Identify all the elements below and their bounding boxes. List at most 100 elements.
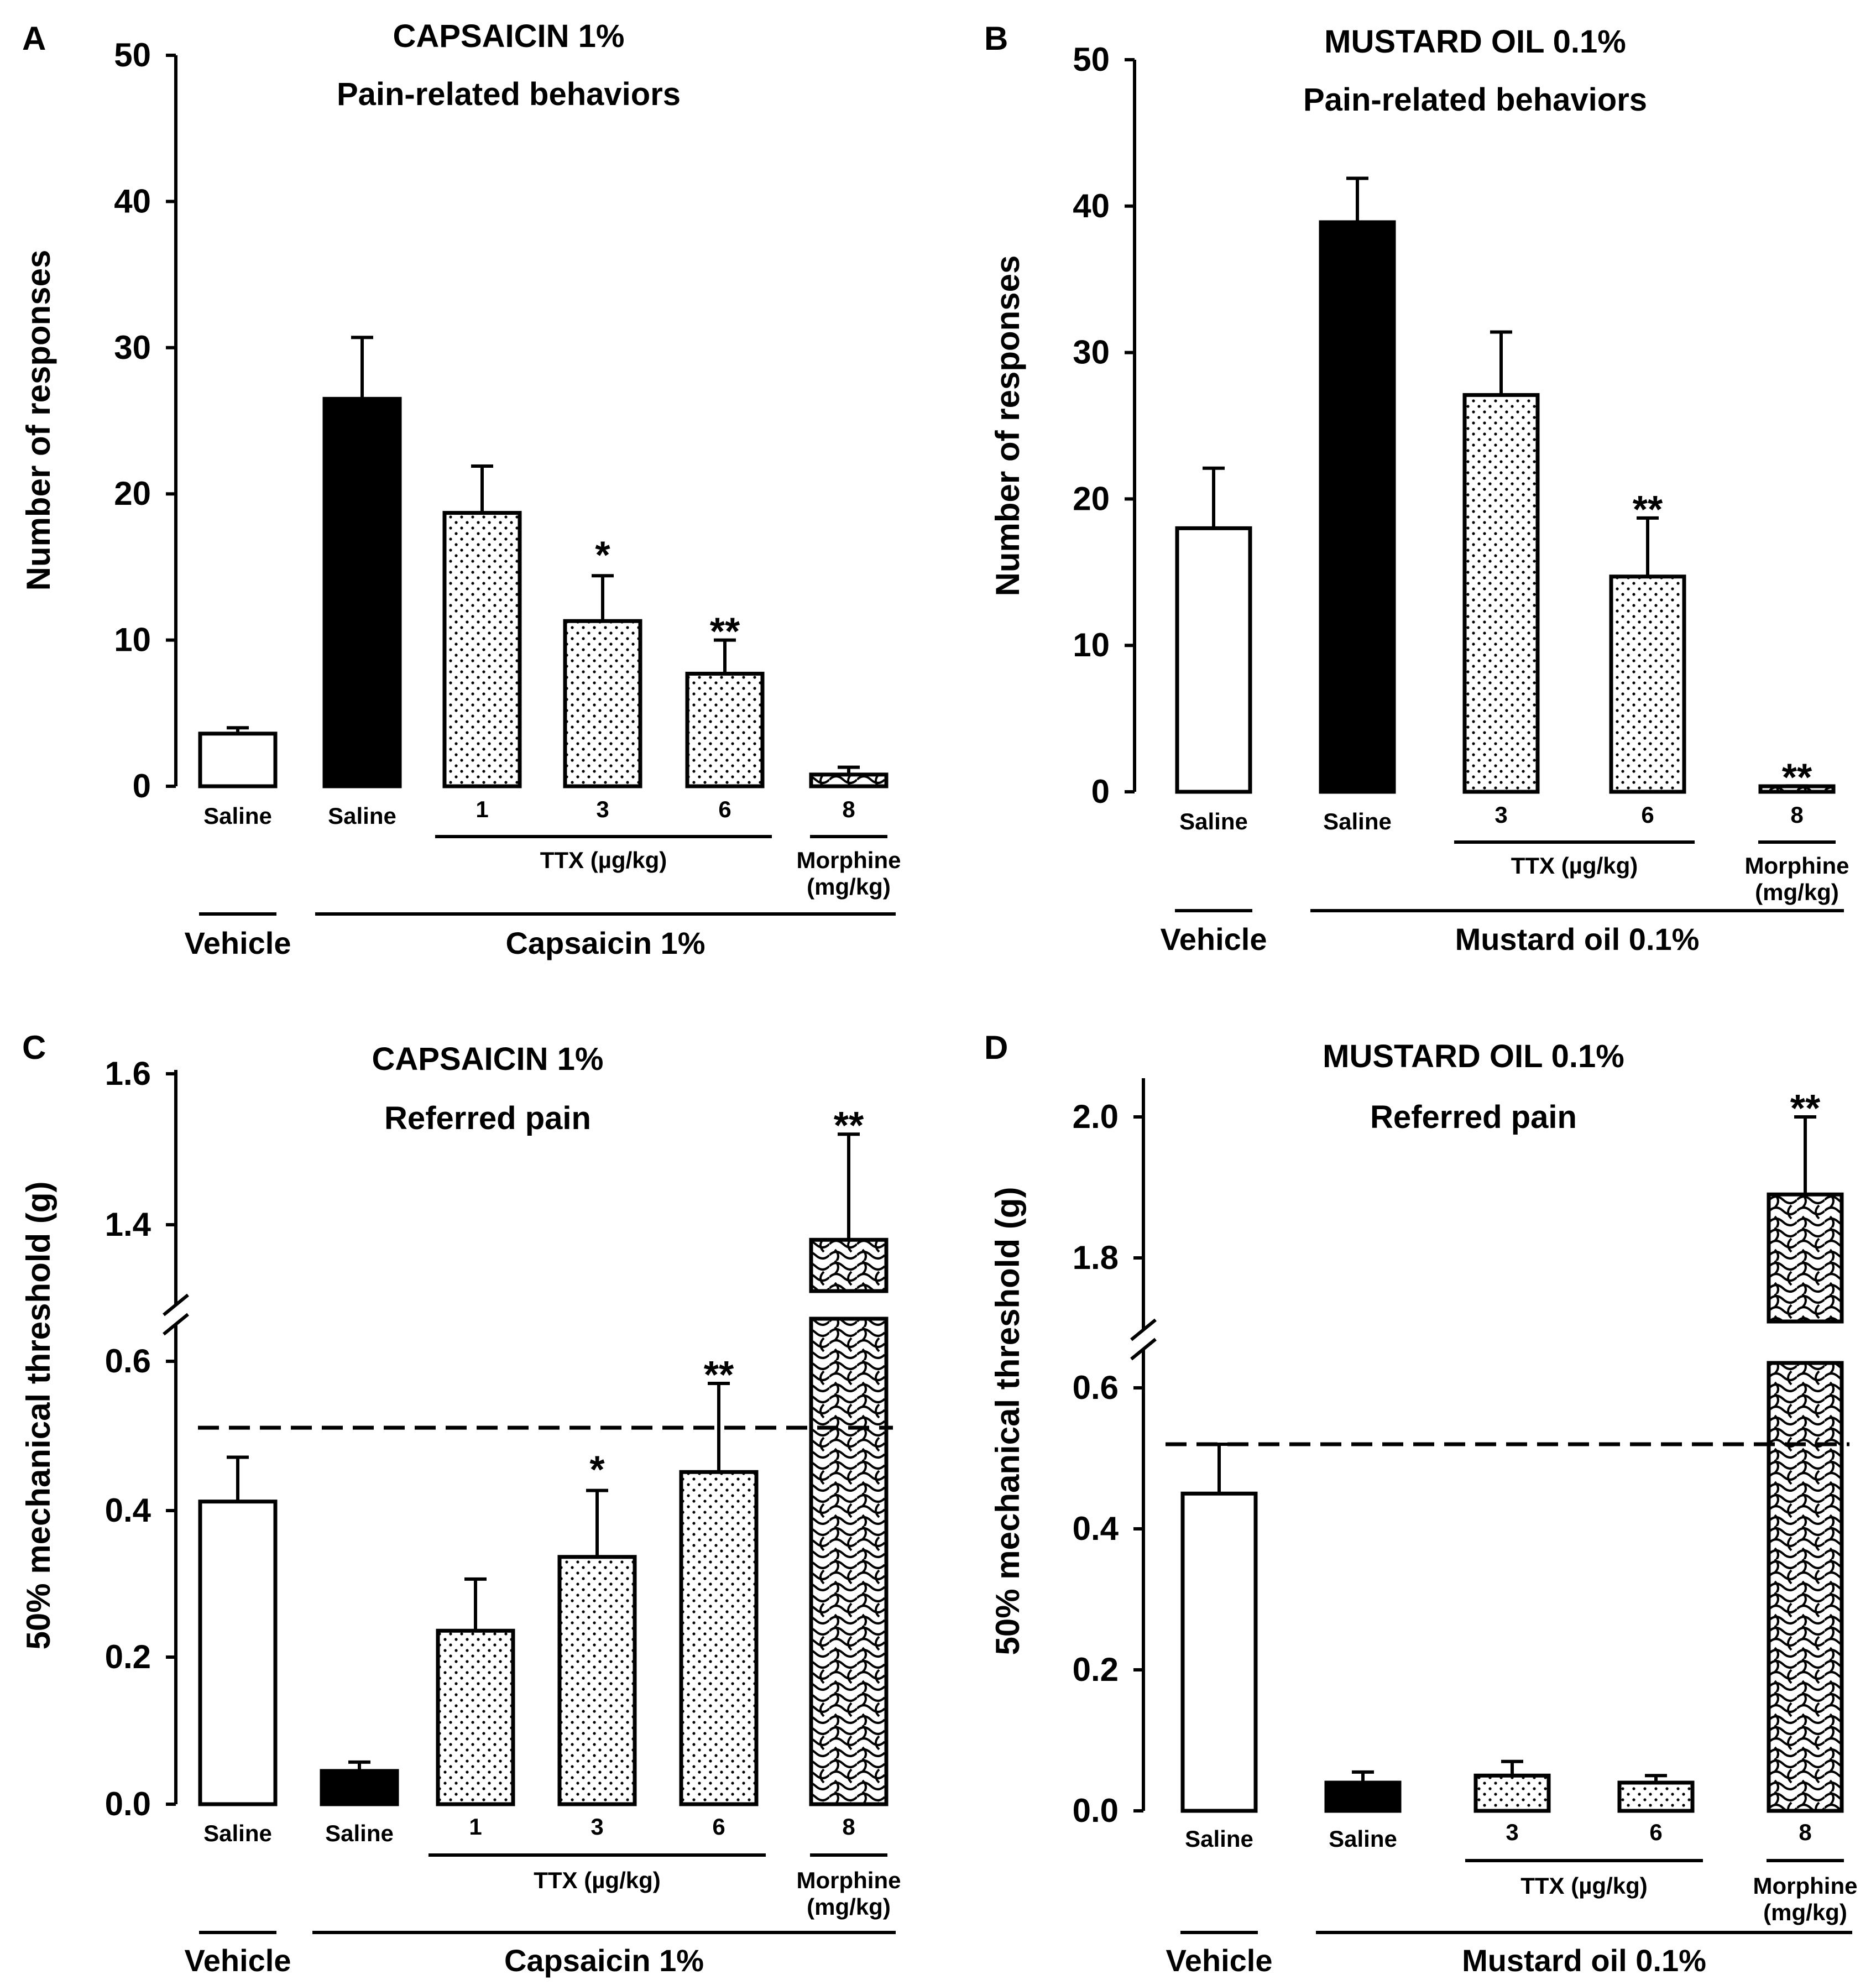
- axis-break-mark: [1130, 1318, 1157, 1341]
- y-axis-label: 50% mechanical threshold (g): [989, 1187, 1026, 1655]
- category-label: 6: [712, 1814, 725, 1840]
- bar: [563, 619, 642, 788]
- group-label: (mg/kg): [1763, 1899, 1847, 1925]
- y-tick-label: 10: [1073, 626, 1110, 664]
- category-label: Saline: [1179, 808, 1248, 834]
- y-tick-label: 20: [114, 475, 151, 512]
- bar: [1609, 574, 1686, 794]
- y-tick-label: 40: [1073, 187, 1110, 224]
- significance-label: *: [595, 533, 610, 576]
- bar: [322, 396, 402, 788]
- group-label: Morphine: [797, 847, 901, 873]
- axis-break-mark: [1130, 1338, 1157, 1361]
- bar: [1324, 1780, 1402, 1813]
- y-axis-label: 50% mechanical threshold (g): [20, 1182, 57, 1650]
- significance-label: **: [1790, 1086, 1821, 1130]
- group-label: (mg/kg): [807, 874, 891, 900]
- y-tick-label: 0.0: [105, 1785, 151, 1822]
- category-label: Saline: [203, 803, 272, 829]
- y-tick-label: 0: [1091, 773, 1110, 810]
- bar: [198, 732, 278, 788]
- y-tick-label: 50: [1073, 41, 1110, 78]
- axis-break-mark: [163, 1313, 189, 1336]
- chart-title: CAPSAICIN 1%: [372, 1041, 604, 1077]
- group-label: TTX (µg/kg): [534, 1867, 661, 1893]
- category-label: 6: [1649, 1819, 1662, 1845]
- bar: [809, 1317, 889, 1806]
- category-label: 6: [718, 796, 731, 822]
- category-label: 8: [842, 1814, 855, 1840]
- chart-subtitle: Referred pain: [1370, 1099, 1577, 1135]
- y-axis-label: Number of responses: [989, 255, 1026, 597]
- chart-subtitle: Pain-related behaviors: [1303, 82, 1647, 118]
- group-label: TTX (µg/kg): [1511, 853, 1638, 879]
- bar: [809, 772, 889, 788]
- significance-label: **: [1633, 488, 1663, 531]
- y-tick-label: 0.6: [1073, 1369, 1119, 1406]
- bar: [1180, 1491, 1258, 1813]
- group-label: Morphine: [1753, 1873, 1858, 1899]
- category-label: Saline: [325, 1820, 394, 1846]
- chart-panel-a: A CAPSAICIN 1% Pain-related behaviors Numbe…: [20, 18, 901, 960]
- y-tick-label: 0.2: [105, 1638, 151, 1675]
- y-tick-label: 40: [114, 182, 151, 220]
- chart-subtitle: Referred pain: [384, 1100, 591, 1136]
- chart-title: MUSTARD OIL 0.1%: [1323, 1038, 1624, 1074]
- bar: [320, 1769, 399, 1806]
- bar: [1473, 1773, 1551, 1813]
- group-label: Morphine: [1745, 853, 1849, 879]
- treatment-label: Capsaicin 1%: [505, 926, 705, 960]
- treatment-label: Vehicle: [184, 926, 291, 960]
- y-tick-label: 30: [1073, 334, 1110, 371]
- treatment-label: Vehicle: [1166, 1943, 1272, 1978]
- y-tick-label: 20: [1073, 480, 1110, 517]
- bar: [442, 511, 522, 788]
- panel-letter: B: [984, 20, 1008, 57]
- y-tick-label: 10: [114, 621, 151, 659]
- group-label: Morphine: [797, 1867, 901, 1893]
- chart-panel-b: B MUSTARD OIL 0.1% Pain-related behaviors N…: [984, 20, 1849, 957]
- significance-label: *: [589, 1448, 605, 1491]
- category-label: 8: [1790, 802, 1803, 828]
- bar: [1175, 526, 1252, 794]
- group-label: TTX (µg/kg): [1520, 1873, 1648, 1899]
- treatment-label: Mustard oil 0.1%: [1462, 1943, 1706, 1978]
- bar: [198, 1500, 278, 1806]
- bar: [1462, 393, 1540, 794]
- chart-panel-d: D MUSTARD OIL 0.1% Referred pain 50% mechan…: [984, 1029, 1857, 1978]
- category-label: 3: [591, 1814, 603, 1840]
- category-label: Saline: [328, 803, 396, 829]
- group-label: TTX (µg/kg): [540, 847, 667, 873]
- category-label: 8: [842, 796, 855, 822]
- y-tick-label: 1.6: [105, 1055, 151, 1092]
- y-tick-label: 0.4: [1073, 1510, 1119, 1547]
- category-label: Saline: [1323, 808, 1392, 834]
- y-axis-label: Number of responses: [20, 250, 57, 591]
- category-label: 3: [596, 796, 609, 822]
- group-label: (mg/kg): [807, 1894, 891, 1920]
- treatment-label: Vehicle: [184, 1943, 291, 1978]
- category-label: 6: [1641, 802, 1654, 828]
- category-label: 1: [475, 796, 488, 822]
- significance-label: **: [704, 1353, 734, 1396]
- bar: [679, 1470, 759, 1806]
- panel-letter: D: [984, 1029, 1008, 1066]
- category-label: Saline: [1329, 1826, 1397, 1852]
- y-tick-label: 30: [114, 329, 151, 366]
- category-label: 8: [1799, 1819, 1811, 1845]
- panel-letter: A: [22, 20, 46, 57]
- y-tick-label: 0.2: [1073, 1651, 1119, 1688]
- bar: [1767, 1192, 1844, 1324]
- significance-label: **: [710, 610, 740, 653]
- bar: [557, 1555, 637, 1806]
- y-tick-label: 50: [114, 36, 151, 74]
- chart-title: CAPSAICIN 1%: [393, 18, 625, 54]
- treatment-label: Mustard oil 0.1%: [1455, 922, 1700, 957]
- significance-label: **: [834, 1104, 864, 1147]
- bar: [1617, 1780, 1695, 1813]
- category-label: Saline: [203, 1820, 272, 1846]
- chart-panel-c: C CAPSAICIN 1% Referred pain 50% mechanical…: [20, 1029, 901, 1978]
- group-label: (mg/kg): [1755, 879, 1839, 905]
- axis-break-mark: [163, 1293, 189, 1317]
